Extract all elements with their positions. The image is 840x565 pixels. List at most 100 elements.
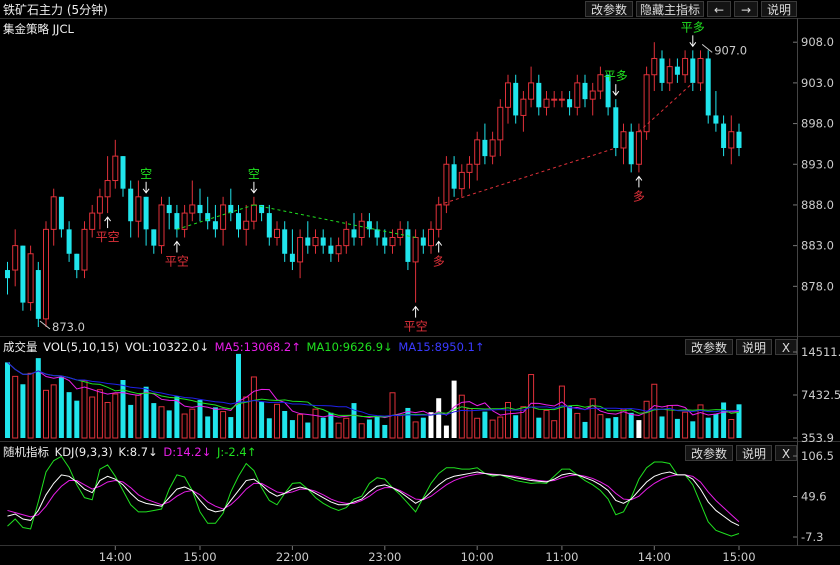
candle-body-down [713,115,719,124]
candle-body-down [66,229,72,254]
kdj-close-button[interactable]: X [775,445,797,461]
volume-bar-down [382,424,388,438]
volume-bar-down [613,417,619,438]
time-tick-label: 14:00 [638,550,671,564]
kdj-params-button[interactable]: 改参数 [685,445,733,461]
time-tick-label: 22:00 [276,550,309,564]
volume-bar-up [728,418,735,439]
ma15-value: MA15:8950.1↑ [398,340,485,354]
volume-params-button[interactable]: 改参数 [685,339,733,355]
volume-bar-up [620,408,627,439]
volume-bar-down [212,407,218,438]
volume-bar-down [659,416,665,438]
candle-body-up [358,220,365,238]
volume-bar-up [50,384,57,439]
volume-bar-down [536,417,542,438]
help-button[interactable]: 说明 [761,1,797,17]
candle-body-up [458,171,465,190]
volume-params: VOL(5,10,15) [43,340,120,354]
volume-help-button[interactable]: 说明 [736,339,772,355]
volume-bar-down [420,417,426,438]
kdj-legend: 随机指标 KDJ(9,3,3) K:8.7↓ D:14.2↓ J:-2.4↑ [3,444,258,460]
candle-body-up [443,163,450,206]
signal-label: 平空 [96,230,120,244]
volume-bar-up [643,400,650,439]
volume-bar-down [197,400,203,438]
volume-bar-up [489,419,496,439]
price-tick-label: 883.0 [801,239,834,253]
signal-label: 平多 [604,69,628,83]
volume-bar-up [497,416,504,439]
signal-arrow-up-head [635,175,643,181]
candle-body-up [728,131,735,149]
volume-bar-up [528,374,535,439]
signal-arrow-up-head [104,216,111,222]
signal-connector [176,204,255,230]
price-annotation-label: 873.0 [52,320,85,334]
ma5-value: MA5:13068.2↑ [214,340,301,354]
edit-params-button[interactable]: 改参数 [585,1,633,17]
candle-body-up [466,163,473,173]
candle-body-down [120,156,126,189]
signal-arrow-down-head [142,188,150,194]
volume-bar-up [520,406,527,439]
volume-bar-down [351,403,357,438]
candle-body-down [58,196,64,230]
prev-arrow-button[interactable]: ← [707,1,731,17]
volume-bar-down [236,353,241,438]
kdj-help-button[interactable]: 说明 [736,445,772,461]
volume-bar-up [43,389,49,439]
candle-body-down [405,229,411,262]
volume-close-button[interactable]: X [775,339,797,355]
time-tick-label: 23:00 [368,550,401,564]
hide-main-indicator-button[interactable]: 隐藏主指标 [636,1,704,17]
volume-bar-up [335,422,342,439]
candle-body-down [305,237,311,246]
candle-body-down [351,229,357,238]
volume-bar-down [305,422,311,438]
candle-body-up [435,204,442,230]
volume-bar-down [374,416,380,438]
volume-legend: 成交量 VOL(5,10,15) VOL:10322.0↓ MA5:13068.… [3,339,487,355]
candle-body-up [620,131,627,149]
volume-bar-down [35,358,41,438]
candle-body-up [543,98,550,108]
candle-body-down [451,164,457,189]
volume-bar-up [682,411,689,439]
candle-body-up [12,245,19,271]
candle-body-up [297,236,304,263]
volume-bar-down [674,418,680,438]
candle-body-up [274,228,280,238]
signal-label: 空 [248,167,260,181]
volume-bar-down [690,421,696,438]
candle-body-down [35,270,41,319]
volume-tick-label: 353.9 [801,431,834,445]
signal-label: 平空 [404,320,428,334]
candle-body-up [528,82,535,100]
candle-body-up [505,82,511,108]
candle-body-up [312,236,319,247]
candle-body-down [659,58,665,83]
candle-body-down [5,270,10,279]
candle-body-up [104,180,111,198]
candle-body-down [266,213,272,238]
candle-body-up [189,204,196,214]
candle-body-up [474,139,481,165]
volume-bar-up [89,396,96,439]
volume-tick-label: 14511. [801,345,840,359]
volume-bar-up [250,376,257,439]
candle-body-down [382,237,388,246]
candle-body-up [243,220,250,230]
candle-body-up [643,74,650,133]
candle-body-up [666,66,673,84]
candle-body-down [143,196,149,230]
candle-body-up [81,228,88,271]
candle-body-down [567,99,573,108]
volume-bar-down [174,396,180,438]
candle-body-up [551,98,558,101]
candle-body-down [513,82,519,116]
price-annotation-label: 907.0 [714,43,747,57]
candle-body-down [205,213,211,222]
next-arrow-button[interactable]: → [734,1,758,17]
